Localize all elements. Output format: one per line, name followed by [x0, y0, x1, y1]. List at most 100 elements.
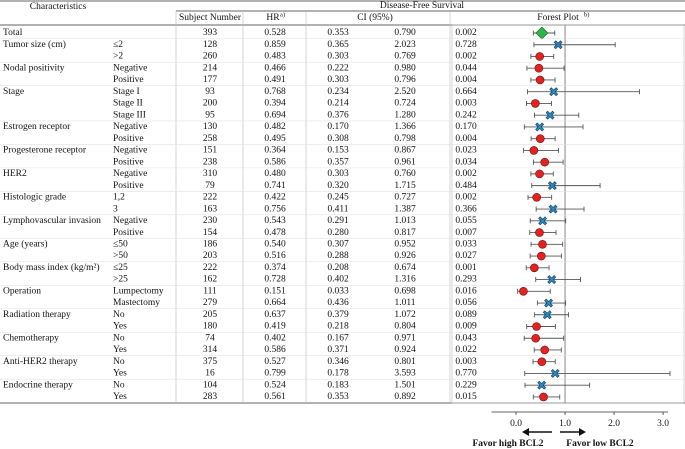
characteristic: Chemotherapy	[3, 333, 59, 343]
characteristic: Age (years)	[3, 239, 48, 250]
subject-number: 186	[203, 240, 218, 250]
hr-marker	[540, 345, 550, 355]
hr: 0.516	[264, 251, 286, 261]
hr-marker	[532, 322, 541, 331]
characteristic: Nodal positivity	[3, 63, 65, 73]
p-value: 0.728	[455, 40, 477, 50]
hr-marker	[538, 240, 547, 249]
characteristic: Histologic grade	[3, 193, 66, 203]
ci-high: 0.971	[394, 333, 416, 343]
ci-low: 0.218	[327, 322, 349, 332]
p-value: 0.007	[455, 228, 477, 238]
hr: 0.151	[264, 286, 286, 296]
hr: 0.799	[264, 369, 286, 379]
subgroup: Stage II	[113, 99, 143, 109]
subject-number: 314	[203, 345, 218, 355]
ci-high: 0.724	[394, 99, 416, 109]
hr-marker	[550, 369, 560, 378]
p-value: 0.043	[455, 333, 477, 343]
subject-number: 310	[203, 169, 218, 179]
hr: 0.524	[264, 380, 286, 390]
ci-high: 1.501	[394, 380, 416, 390]
hr: 0.543	[264, 216, 286, 226]
ci-high: 0.801	[394, 357, 416, 367]
subgroup: Negative	[113, 169, 147, 179]
ci-high: 1.280	[394, 110, 416, 120]
hr-marker	[548, 204, 558, 214]
header-sup: a)	[280, 11, 285, 18]
subgroup: Positive	[113, 228, 144, 238]
subject-number: 214	[203, 63, 218, 73]
p-value: 0.002	[455, 52, 477, 62]
subject-number: 163	[203, 204, 218, 214]
ci-high: 0.926	[394, 251, 416, 261]
hr: 0.480	[264, 169, 286, 179]
hr: 0.768	[264, 87, 286, 97]
ci-low: 0.371	[327, 345, 349, 355]
ci-low: 0.245	[327, 193, 349, 203]
hr: 0.561	[264, 392, 286, 402]
subgroup: Yes	[113, 322, 127, 332]
ci-low: 0.170	[327, 122, 349, 132]
p-value: 0.044	[455, 63, 477, 73]
p-value: 0.009	[455, 322, 477, 332]
hr-marker	[530, 263, 539, 273]
hr-marker	[534, 63, 544, 73]
subject-number: 111	[203, 286, 217, 296]
ci-low: 0.353	[327, 392, 349, 402]
hr-marker	[539, 392, 548, 402]
header: Subject Number	[179, 13, 242, 23]
ci-high: 1.366	[394, 122, 416, 132]
subgroup: Stage III	[113, 110, 146, 120]
ci-low: 0.303	[327, 52, 349, 62]
ci-high: 3.593	[394, 369, 416, 379]
hr: 0.586	[264, 345, 286, 355]
subgroup: Positive	[113, 157, 144, 167]
characteristic: Progesterone receptor	[3, 146, 87, 156]
subject-number: 258	[203, 134, 218, 144]
ci-high: 0.760	[394, 169, 416, 179]
hr: 0.586	[264, 157, 286, 167]
hr: 0.402	[264, 333, 286, 343]
characteristic: HER2	[3, 169, 27, 179]
p-value: 0.033	[455, 240, 477, 250]
p-value: 0.056	[455, 298, 477, 308]
ci-high: 2.023	[394, 40, 416, 50]
subject-number: 104	[203, 380, 218, 390]
hr: 0.664	[264, 298, 286, 308]
p-value: 0.170	[455, 122, 477, 132]
ci-high: 0.924	[394, 345, 416, 355]
x-tick-label: 0.0	[510, 419, 522, 429]
subject-number: 95	[205, 110, 215, 120]
p-value: 0.002	[455, 193, 477, 203]
subject-number: 260	[203, 52, 218, 62]
characteristic: Lymphovascular invasion	[3, 216, 101, 226]
p-value: 0.002	[455, 28, 477, 38]
p-value: 0.015	[455, 392, 477, 402]
header: Disease-Free Survival	[380, 1, 465, 11]
subgroup: Lumpectomy	[113, 286, 164, 296]
p-value: 0.664	[455, 87, 477, 97]
subject-number: 177	[203, 75, 218, 85]
characteristic: Stage	[3, 87, 24, 97]
ci-low: 0.183	[327, 380, 349, 390]
hr-marker	[547, 181, 557, 191]
ci-low: 0.178	[327, 369, 349, 379]
subgroup: 3	[113, 204, 118, 214]
p-value: 0.003	[455, 357, 477, 367]
subgroup: No	[113, 310, 125, 320]
subgroup: No	[113, 333, 125, 343]
ci-low: 0.436	[327, 298, 349, 308]
hr-marker	[537, 380, 547, 390]
p-value: 0.003	[455, 99, 477, 109]
subgroup: Yes	[113, 369, 127, 379]
hr-marker	[531, 333, 541, 343]
arrows	[522, 428, 586, 436]
header: HR	[266, 13, 280, 23]
subject-number: 222	[203, 193, 218, 203]
p-value: 0.366	[455, 204, 477, 214]
header-sup: b)	[584, 11, 589, 18]
hr: 0.491	[264, 75, 286, 85]
p-value: 0.004	[455, 134, 477, 144]
